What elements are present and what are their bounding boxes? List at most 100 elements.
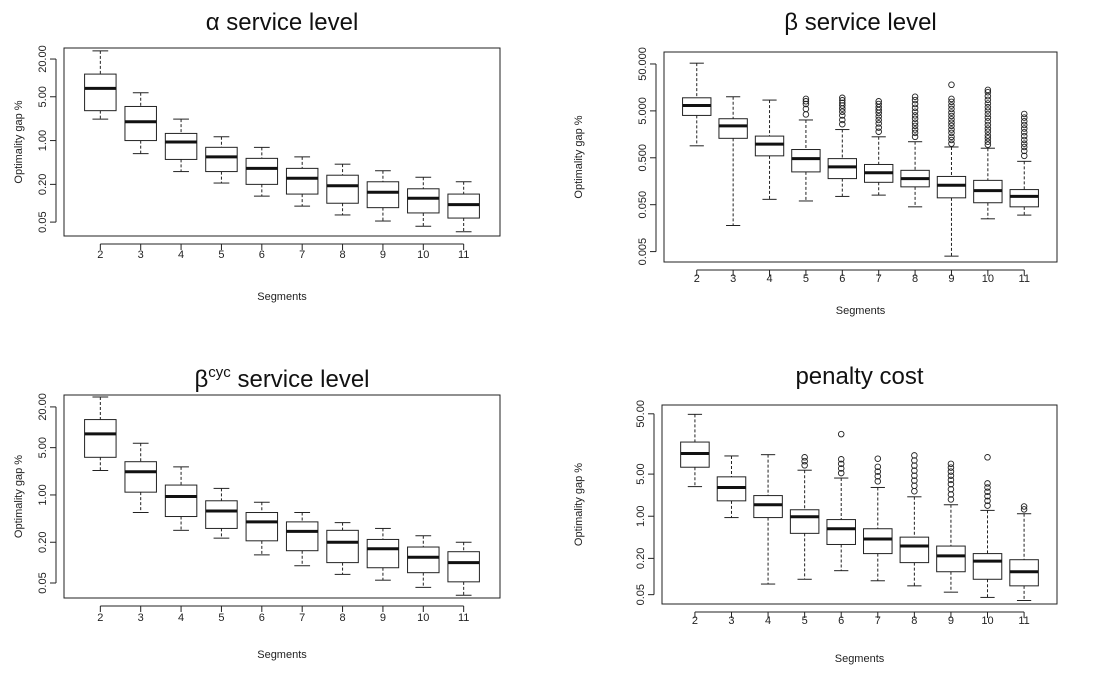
outlier-point (984, 138, 992, 145)
y-tick-label: 1.00 (37, 130, 49, 151)
outlier-point (874, 463, 882, 471)
outlier-point (1021, 125, 1028, 132)
x-tick-label: 11 (458, 612, 469, 624)
box-iqr (205, 500, 238, 529)
box-iqr (366, 181, 400, 209)
outlier-point (911, 133, 919, 141)
y-tick-label: 5.00 (635, 463, 647, 484)
box-iqr (245, 512, 279, 542)
box-iqr (205, 146, 238, 173)
x-tick-label: 11 (1019, 273, 1030, 285)
chart-title: βcyc service level (194, 364, 369, 393)
outlier-point (984, 132, 992, 139)
outlier-point (837, 469, 845, 477)
box-9 (936, 460, 966, 593)
x-tick-label: 2 (97, 249, 103, 261)
outlier-point (802, 98, 810, 105)
box-2 (682, 62, 712, 147)
box-iqr (936, 545, 966, 573)
outlier-point (911, 122, 919, 130)
box-iqr (164, 484, 198, 518)
x-tick-label: 8 (339, 612, 345, 624)
x-tick-label: 9 (948, 615, 954, 627)
outlier-point (948, 98, 955, 106)
outlier-point (911, 129, 919, 137)
box-iqr (84, 419, 117, 458)
outlier-point (948, 129, 955, 137)
chart-title: β service level (784, 9, 937, 36)
outlier-point (801, 462, 808, 469)
x-tick-label: 4 (178, 249, 184, 261)
box-7 (864, 98, 894, 196)
x-tick-label: 9 (380, 249, 386, 261)
outlier-point (948, 95, 955, 103)
x-tick-label: 6 (838, 615, 844, 627)
outlier-point (1021, 114, 1028, 121)
box-10 (407, 535, 440, 588)
box-iqr (447, 551, 480, 583)
outlier-point (1020, 506, 1028, 513)
box-iqr (718, 118, 748, 139)
outlier-point (984, 128, 992, 135)
box-3 (124, 442, 157, 514)
outlier-point (984, 488, 991, 495)
outlier-point (984, 114, 992, 121)
outlier-point (875, 124, 882, 131)
outlier-point (948, 136, 955, 144)
box-2 (84, 50, 117, 120)
outlier-point (984, 497, 991, 505)
outlier-point (984, 92, 992, 100)
boxplot-svg-alpha: α service level 0.05 0.20 1.00 5.00 20.00 2 3 4 5… (13, 9, 501, 303)
box-6 (245, 146, 279, 197)
x-tick-label: 3 (138, 612, 144, 624)
box-3 (124, 92, 157, 155)
outlier-point (947, 496, 955, 503)
box-11 (1009, 503, 1039, 602)
x-tick-label: 7 (299, 612, 305, 624)
outlier-point (984, 121, 992, 129)
box-5 (791, 95, 821, 202)
x-tick-label: 3 (730, 273, 736, 285)
outlier-point (911, 126, 919, 133)
y-tick-label: 1.00 (37, 484, 49, 505)
outlier-point (948, 105, 955, 113)
box-iqr (407, 546, 440, 574)
x-tick-label: 4 (178, 612, 184, 624)
outlier-point (911, 457, 918, 464)
outlier-point (1021, 129, 1028, 136)
outlier-point (984, 484, 991, 491)
outlier-point (837, 456, 845, 463)
x-tick-label: 4 (766, 273, 772, 285)
box-11 (447, 541, 480, 596)
box-iqr (826, 519, 856, 545)
outlier-point (948, 122, 955, 130)
x-tick-label: 10 (417, 612, 429, 624)
x-tick-label: 8 (911, 615, 917, 627)
box-7 (285, 156, 319, 207)
box-iqr (936, 175, 967, 199)
x-tick-label: 8 (339, 249, 345, 261)
x-tick-label: 9 (380, 612, 386, 624)
box-iqr (972, 553, 1003, 580)
outlier-point (984, 110, 992, 118)
y-axis-label: Optimality gap % (13, 100, 25, 183)
box-3 (716, 455, 747, 519)
outlier-point (874, 468, 882, 475)
y-tick-label: 5.000 (637, 97, 649, 125)
box-iqr (124, 105, 157, 142)
box-7 (285, 512, 319, 567)
x-tick-label: 11 (1018, 615, 1029, 627)
x-tick-label: 6 (839, 273, 845, 285)
box-3 (718, 96, 748, 227)
outlier-point (1020, 503, 1028, 510)
outlier-point (948, 116, 955, 123)
outlier-point (911, 112, 919, 119)
box-iqr (1009, 189, 1039, 208)
outlier-point (802, 111, 810, 118)
outlier-point (984, 480, 991, 487)
outlier-point (947, 460, 955, 468)
y-tick-label: 50.000 (637, 47, 649, 81)
outlier-point (875, 128, 882, 135)
box-10 (972, 454, 1003, 598)
outlier-point (1021, 147, 1028, 155)
